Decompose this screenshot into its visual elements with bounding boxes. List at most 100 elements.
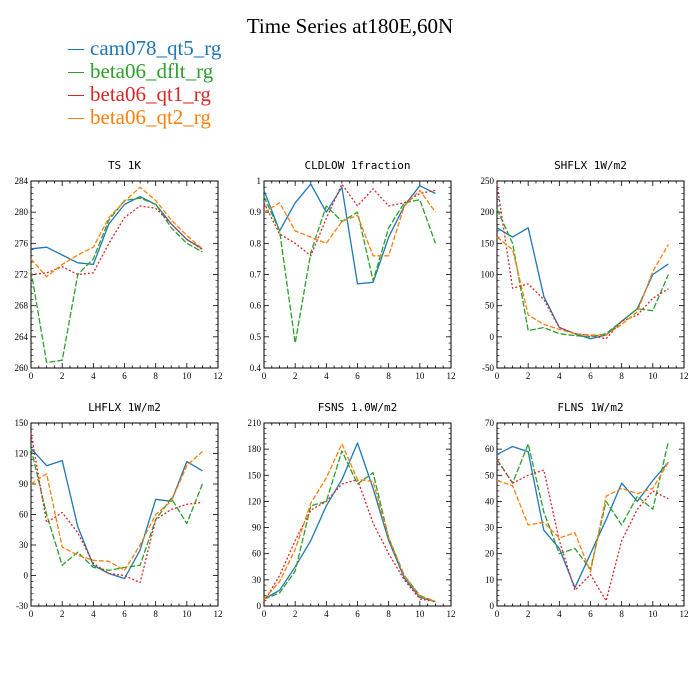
x-tick-label: 8 — [386, 371, 391, 381]
y-tick-label: 60 — [252, 549, 262, 559]
x-tick-label: 8 — [386, 609, 391, 619]
x-tick-label: 8 — [153, 371, 158, 381]
x-tick-label: 2 — [293, 609, 298, 619]
y-tick-label: 1 — [257, 176, 262, 186]
y-tick-label: 180 — [248, 444, 262, 454]
legend-label: beta06_qt1_rg — [90, 82, 211, 106]
y-tick-label: 30 — [485, 523, 495, 533]
y-tick-label: 0 — [490, 332, 495, 342]
legend-swatch — [68, 94, 84, 96]
x-tick-label: 2 — [60, 371, 65, 381]
y-tick-label: -50 — [482, 363, 494, 373]
x-tick-label: 6 — [355, 371, 360, 381]
series-line — [263, 450, 436, 603]
x-tick-label: 2 — [293, 371, 298, 381]
series-line — [263, 196, 437, 344]
x-tick-label: 6 — [588, 371, 593, 381]
y-tick-label: 210 — [248, 418, 262, 428]
series-line — [496, 208, 669, 338]
y-tick-label: 0.5 — [250, 332, 262, 342]
x-tick-label: 12 — [447, 371, 456, 381]
y-tick-label: -30 — [16, 601, 28, 611]
x-tick-label: 2 — [60, 609, 65, 619]
y-tick-label: 260 — [15, 363, 29, 373]
series-line — [496, 445, 669, 589]
y-tick-label: 50 — [485, 470, 495, 480]
x-tick-label: 10 — [415, 371, 425, 381]
y-tick-label: 70 — [485, 418, 495, 428]
x-tick-label: 10 — [182, 371, 192, 381]
x-tick-label: 0 — [29, 609, 34, 619]
x-tick-label: 0 — [262, 609, 267, 619]
x-tick-label: 4 — [324, 609, 329, 619]
series-line — [263, 183, 436, 257]
x-tick-label: 8 — [153, 609, 158, 619]
x-tick-label: 4 — [557, 609, 562, 619]
chart-panel: TS 1K 0 2 4 6 8 10 12 260 264 268 272 276 280 284 — [15, 159, 223, 381]
plot-frame — [30, 180, 219, 369]
x-tick-label: 10 — [648, 371, 658, 381]
series-line — [263, 478, 436, 603]
x-tick-label: 0 — [495, 371, 500, 381]
y-tick-label: 60 — [485, 444, 495, 454]
series-line — [496, 459, 669, 602]
chart-panel: CLDLOW 1fraction 0 2 4 6 8 10 12 0.4 0.5 0.6 0.7 0.8… — [250, 159, 456, 381]
x-tick-label: 4 — [91, 371, 96, 381]
chart-title: FLNS 1W/m2 — [557, 401, 623, 414]
legend-label: beta06_dflt_rg — [90, 59, 214, 83]
legend-swatch — [68, 71, 84, 73]
series-line — [263, 189, 436, 257]
y-tick-label: 268 — [15, 301, 29, 311]
x-tick-label: 0 — [495, 609, 500, 619]
series-line — [30, 451, 203, 572]
figure-title: Time Series at180E,60N — [246, 14, 454, 38]
y-tick-label: 0.8 — [250, 238, 262, 248]
legend-swatch — [68, 48, 84, 50]
series-line — [263, 442, 436, 603]
x-tick-label: 12 — [214, 371, 223, 381]
y-tick-label: 90 — [19, 479, 29, 489]
legend: cam078_qt5_rg beta06_dflt_rg beta06_qt1_… — [68, 37, 221, 129]
y-tick-label: 0.6 — [250, 301, 262, 311]
y-tick-label: 250 — [481, 176, 495, 186]
x-tick-label: 6 — [355, 609, 360, 619]
y-tick-label: 40 — [485, 496, 495, 506]
y-tick-label: 0.7 — [250, 270, 262, 280]
x-tick-label: 12 — [447, 609, 456, 619]
y-tick-label: 272 — [15, 270, 29, 280]
x-tick-label: 0 — [262, 371, 267, 381]
plot-frame — [496, 180, 685, 369]
chart-panel: FLNS 1W/m2 0 2 4 6 8 10 12 0 10 20 30 40 50 60 70 — [485, 401, 689, 619]
legend-label: beta06_qt2_rg — [90, 105, 211, 129]
chart-title: SHFLX 1W/m2 — [554, 159, 627, 172]
x-tick-label: 10 — [182, 609, 192, 619]
x-tick-label: 2 — [526, 609, 531, 619]
x-tick-label: 8 — [619, 371, 624, 381]
y-tick-label: 50 — [485, 301, 495, 311]
x-tick-label: 10 — [415, 609, 425, 619]
series-line — [263, 183, 436, 285]
series-line — [496, 227, 669, 340]
x-tick-label: 12 — [680, 609, 689, 619]
y-tick-label: 0 — [257, 601, 262, 611]
y-tick-label: 284 — [15, 176, 29, 186]
x-tick-label: 4 — [91, 609, 96, 619]
x-tick-label: 12 — [214, 609, 223, 619]
series-line — [30, 448, 204, 572]
x-tick-label: 12 — [680, 371, 689, 381]
y-tick-label: 120 — [15, 449, 29, 459]
x-tick-label: 2 — [526, 371, 531, 381]
y-tick-label: 150 — [15, 418, 29, 428]
y-tick-label: 60 — [19, 510, 29, 520]
y-tick-label: 150 — [248, 470, 262, 480]
legend-item: cam078_qt5_rg — [68, 37, 221, 60]
y-tick-label: 10 — [485, 575, 495, 585]
legend-item: beta06_qt1_rg — [68, 83, 221, 106]
y-tick-label: 90 — [252, 523, 262, 533]
series-line — [30, 195, 203, 266]
y-tick-label: 20 — [485, 549, 495, 559]
y-tick-label: 100 — [481, 270, 495, 280]
